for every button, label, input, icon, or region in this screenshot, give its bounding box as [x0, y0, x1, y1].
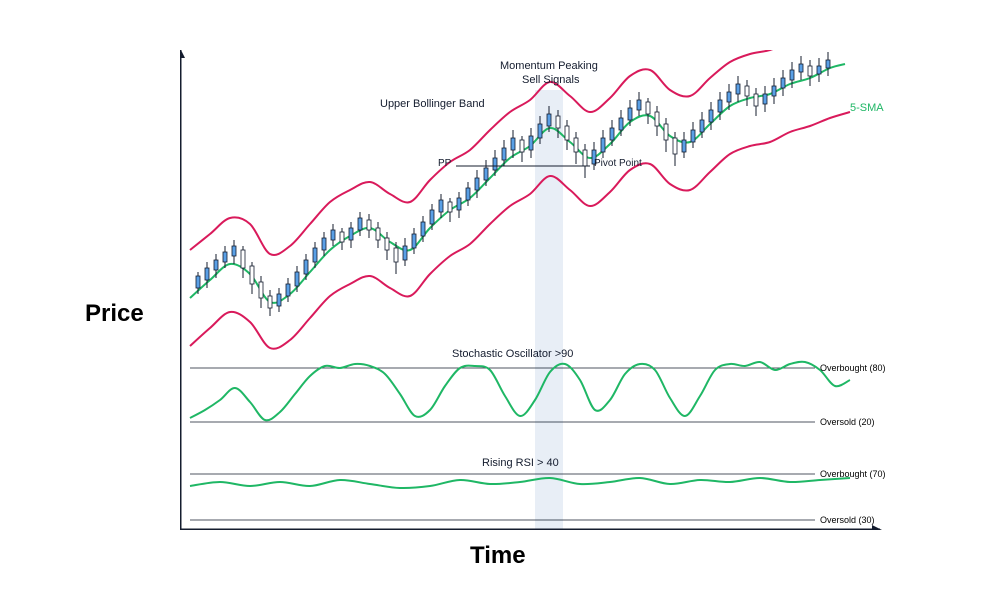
annot-rsi: Rising RSI > 40: [482, 457, 559, 469]
y-axis-label: Price: [85, 300, 144, 328]
chart-area: Momentum Peaking Sell Signals Upper Boll…: [180, 50, 900, 530]
annot-momentum-1: Momentum Peaking: [500, 60, 598, 72]
stoch-ob-label: Overbought (80): [820, 363, 886, 373]
stoch-os-label: Oversold (20): [820, 417, 875, 427]
annot-pp: PP: [438, 158, 451, 169]
rsi-os-label: Oversold (30): [820, 515, 875, 525]
stochastic-line: [190, 362, 850, 421]
annot-momentum-2: Sell Signals: [522, 74, 579, 86]
y-axis-arrow: [180, 50, 185, 58]
rsi-line: [190, 478, 850, 488]
x-axis-label: Time: [470, 542, 526, 570]
rsi-ob-label: Overbought (70): [820, 469, 886, 479]
annot-sma: 5-SMA: [850, 102, 884, 114]
annot-stoch: Stochastic Oscillator >90: [452, 348, 573, 360]
annot-pivot: Pivot Point: [594, 158, 642, 169]
x-axis-arrow: [872, 525, 882, 530]
annot-upper-bb: Upper Bollinger Band: [380, 98, 485, 110]
candlesticks: [196, 52, 830, 316]
